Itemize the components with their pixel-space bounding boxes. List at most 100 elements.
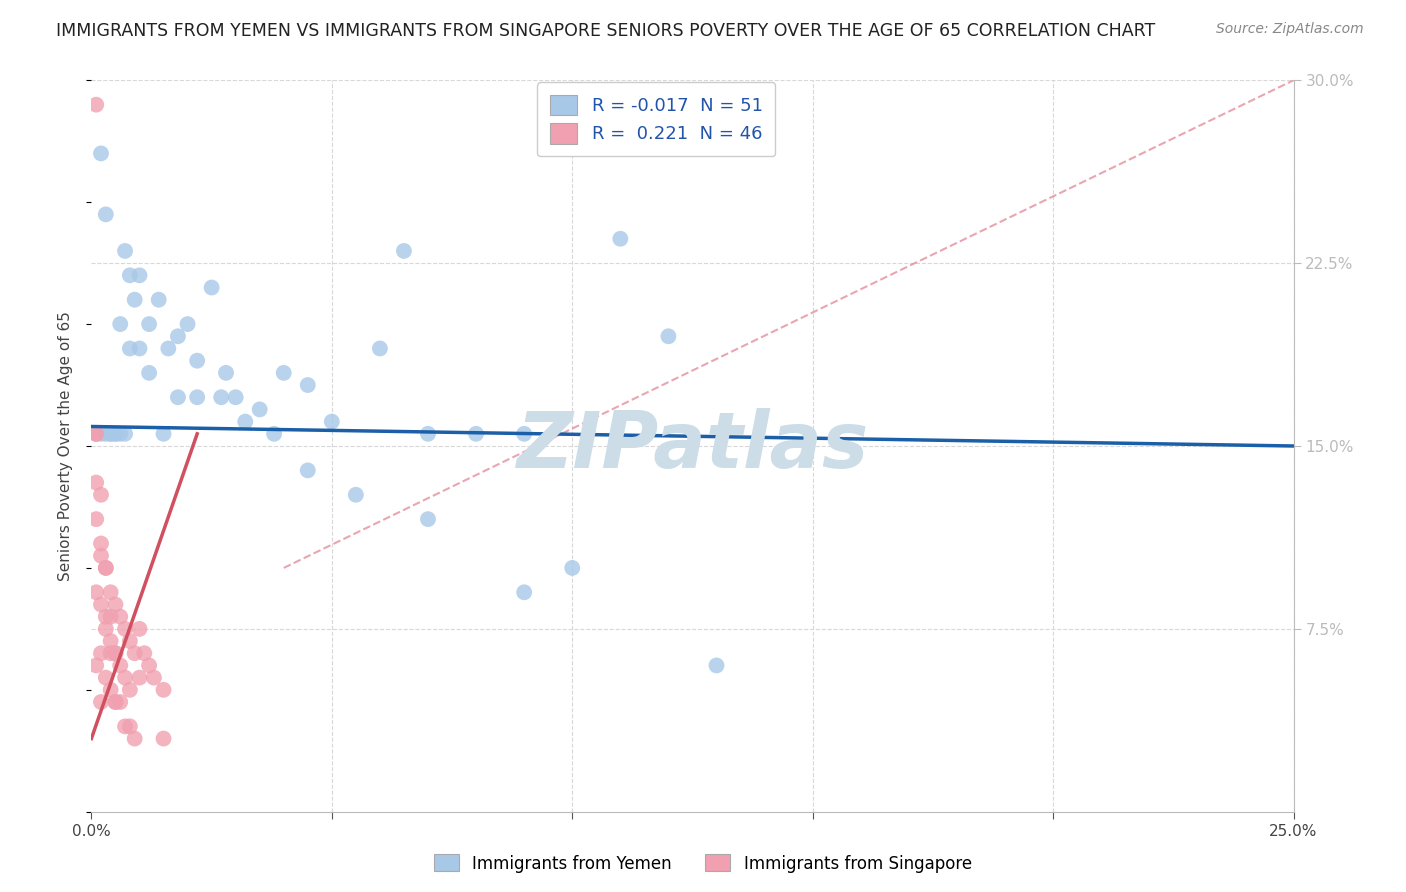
Point (114, 426, 136, 441)
Point (513, 426, 536, 441)
Point (157, 342, 180, 356)
Point (100, 585, 122, 599)
Point (100, 634, 122, 648)
Point (225, 390, 247, 404)
Point (110, 426, 132, 441)
Point (124, 646, 146, 660)
Point (104, 426, 127, 441)
Point (94, 561, 117, 575)
Point (215, 366, 238, 380)
Point (263, 426, 285, 441)
Point (104, 695, 127, 709)
Point (104, 695, 127, 709)
Point (90, 488, 112, 502)
Point (110, 658, 132, 673)
Point (118, 342, 141, 356)
Point (561, 561, 583, 575)
Point (118, 268, 141, 283)
Y-axis label: Seniors Poverty Over the Age of 65: Seniors Poverty Over the Age of 65 (58, 311, 73, 581)
Point (138, 317, 160, 331)
Point (118, 682, 141, 697)
Point (100, 426, 122, 441)
Point (344, 488, 367, 502)
Point (138, 658, 160, 673)
Point (134, 646, 156, 660)
Point (90, 146, 112, 161)
Point (94, 622, 117, 636)
Point (104, 426, 127, 441)
Point (90, 549, 112, 563)
Point (104, 598, 127, 612)
Point (128, 622, 150, 636)
Point (84, 97, 107, 112)
Point (84, 512, 107, 526)
Point (94, 671, 117, 685)
Point (416, 512, 439, 526)
Point (128, 268, 150, 283)
Point (138, 366, 160, 380)
Point (297, 378, 319, 392)
Point (84, 658, 107, 673)
Point (118, 719, 141, 733)
Point (114, 719, 136, 733)
Point (416, 426, 439, 441)
Point (110, 317, 132, 331)
Point (94, 609, 117, 624)
Point (152, 682, 174, 697)
Point (90, 646, 112, 660)
Point (124, 731, 146, 746)
Point (148, 293, 170, 307)
Point (90, 426, 112, 441)
Point (201, 280, 224, 294)
Point (104, 646, 127, 660)
Point (100, 609, 122, 624)
Point (249, 402, 271, 417)
Point (152, 426, 174, 441)
Point (124, 293, 146, 307)
Legend: R = -0.017  N = 51, R =  0.221  N = 46: R = -0.017 N = 51, R = 0.221 N = 46 (537, 82, 775, 156)
Legend: Immigrants from Yemen, Immigrants from Singapore: Immigrants from Yemen, Immigrants from S… (427, 847, 979, 880)
Point (368, 342, 391, 356)
Point (110, 695, 132, 709)
Point (104, 646, 127, 660)
Point (100, 682, 122, 697)
Point (114, 622, 136, 636)
Point (94, 561, 117, 575)
Point (84, 426, 107, 441)
Point (273, 366, 295, 380)
Point (84, 426, 107, 441)
Point (186, 390, 208, 404)
Point (90, 695, 112, 709)
Point (706, 658, 728, 673)
Point (114, 244, 136, 258)
Point (94, 207, 117, 221)
Point (90, 536, 112, 550)
Point (84, 475, 107, 490)
Point (167, 329, 190, 343)
Point (392, 244, 415, 258)
Point (176, 317, 198, 331)
Point (142, 671, 165, 685)
Point (465, 426, 488, 441)
Point (84, 585, 107, 599)
Point (657, 329, 679, 343)
Point (209, 390, 232, 404)
Point (84, 426, 107, 441)
Point (233, 415, 256, 429)
Text: IMMIGRANTS FROM YEMEN VS IMMIGRANTS FROM SINGAPORE SENIORS POVERTY OVER THE AGE : IMMIGRANTS FROM YEMEN VS IMMIGRANTS FROM… (56, 22, 1156, 40)
Point (513, 585, 536, 599)
Point (128, 342, 150, 356)
Point (321, 415, 343, 429)
Point (118, 634, 141, 648)
Point (609, 232, 631, 246)
Point (186, 353, 208, 368)
Point (297, 463, 319, 477)
Point (94, 426, 117, 441)
Point (110, 609, 132, 624)
Text: ZIPatlas: ZIPatlas (516, 408, 869, 484)
Point (167, 390, 190, 404)
Point (100, 426, 122, 441)
Text: Source: ZipAtlas.com: Source: ZipAtlas.com (1216, 22, 1364, 37)
Point (128, 671, 150, 685)
Point (90, 598, 112, 612)
